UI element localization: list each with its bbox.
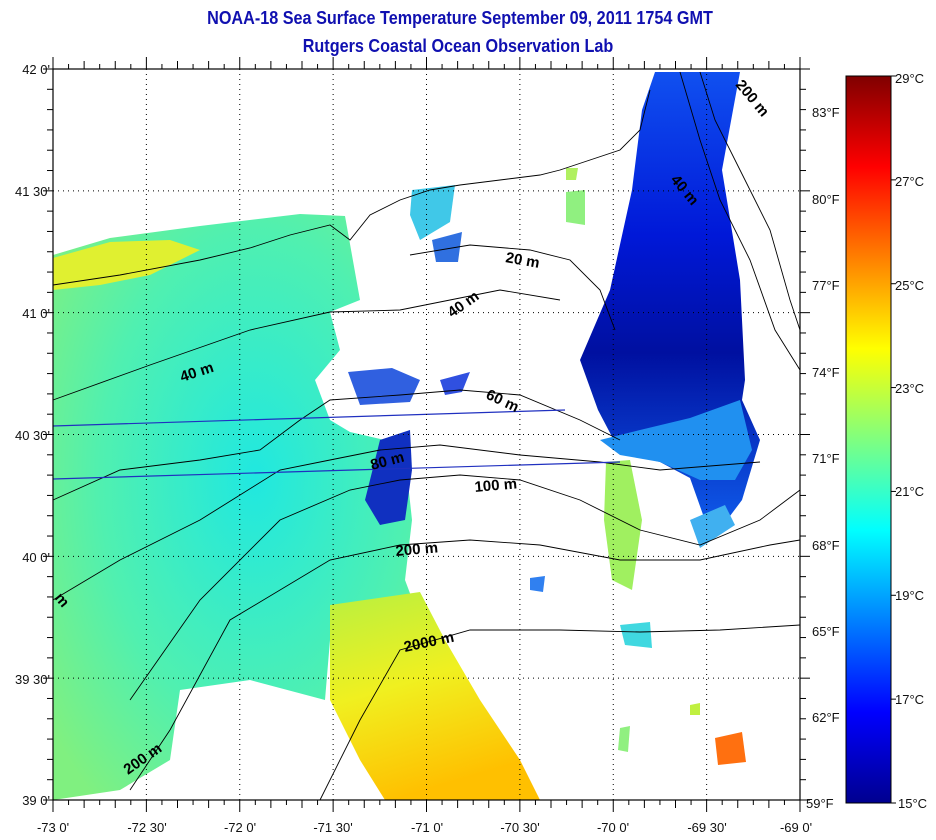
sst-patch-green1 [566, 190, 585, 225]
contour-shelf-east2 [679, 71, 801, 371]
lon-label: -72 30' [127, 820, 166, 835]
axis-ticks [43, 57, 896, 812]
sst-patch-sound2 [432, 232, 462, 262]
lat-label: 39 30' [15, 672, 50, 687]
f-label: 59°F [806, 796, 834, 811]
fahrenheit-labels: 83°F 80°F 77°F 74°F 71°F 68°F 65°F 62°F … [806, 105, 840, 811]
bathymetry-contours [52, 71, 801, 801]
c-label: 25°C [895, 278, 924, 293]
c-label: 27°C [895, 174, 924, 189]
contour-label: 40 m [445, 288, 483, 322]
contour-60m [52, 389, 621, 501]
longitude-labels: -73 0' -72 30' -72 0' -71 30' -71 0' -70… [37, 820, 812, 835]
lon-label: -69 30' [687, 820, 726, 835]
contour-80m [52, 444, 761, 601]
lon-label: -69 0' [780, 820, 812, 835]
lon-label: -71 30' [313, 820, 352, 835]
track-lines [52, 409, 621, 480]
c-label: 23°C [895, 381, 924, 396]
graticule [53, 69, 800, 800]
sst-patch-east-tail [690, 505, 735, 548]
sst-patch-small3 [690, 703, 700, 715]
contour-label: 100 m [474, 475, 518, 496]
lat-label: 42 0' [22, 62, 50, 77]
lon-label: -72 0' [224, 820, 256, 835]
lat-label: 40 30' [15, 428, 50, 443]
sst-patch-east-mid [600, 400, 752, 480]
celsius-labels: 29°C 27°C 25°C 23°C 21°C 19°C 17°C 15°C [895, 71, 927, 811]
f-label: 74°F [812, 365, 840, 380]
c-label: 17°C [895, 692, 924, 707]
lat-label: 40 0' [22, 550, 50, 565]
lon-label: -71 0' [411, 820, 443, 835]
sst-patch-small1 [620, 622, 652, 648]
sst-patch-mid-blue [348, 368, 420, 405]
contour-label: 200 m [395, 539, 439, 560]
coastline [52, 89, 651, 286]
f-label: 68°F [812, 538, 840, 553]
sst-patch-mid-blue2 [440, 372, 470, 395]
sst-field [53, 72, 760, 800]
sst-patch-west-shelf [53, 214, 420, 800]
contour-label: 200 m [732, 77, 772, 121]
lat-label: 41 30' [15, 184, 50, 199]
f-label: 80°F [812, 192, 840, 207]
track-line [52, 409, 566, 427]
f-label: 65°F [812, 624, 840, 639]
f-label: 71°F [812, 451, 840, 466]
c-label: 19°C [895, 588, 924, 603]
lon-label: -70 0' [597, 820, 629, 835]
sst-patch-east-strip [604, 460, 642, 590]
latitude-labels: 42 0' 41 30' 41 0' 40 30' 40 0' 39 30' 3… [15, 62, 50, 808]
sst-patch-south-warm [330, 592, 540, 800]
lat-label: 41 0' [22, 306, 50, 321]
sst-patch-small4 [530, 576, 545, 592]
sst-patch-green2 [566, 168, 578, 180]
track-line [52, 461, 621, 480]
sst-patch-blue-80m [365, 430, 412, 525]
sst-patch-sound [410, 185, 455, 240]
lat-label: 39 0' [22, 793, 50, 808]
sst-patch-orange [715, 732, 746, 765]
f-label: 77°F [812, 278, 840, 293]
contour-2000m [319, 624, 801, 801]
lon-label: -73 0' [37, 820, 69, 835]
map-subtitle: Rutgers Coastal Ocean Observation Lab [302, 36, 614, 56]
contour-label: 20 m [504, 249, 541, 272]
sst-patch-small2 [618, 726, 630, 752]
contour-shelf-east [699, 71, 801, 331]
contour-20m [409, 244, 616, 331]
lon-label: -70 30' [500, 820, 539, 835]
contour-200m [129, 539, 801, 791]
c-label: 21°C [895, 484, 924, 499]
map-title: NOAA-18 Sea Surface Temperature Septembe… [207, 8, 713, 28]
contour-100m [129, 474, 801, 701]
f-label: 83°F [812, 105, 840, 120]
colorbar [845, 75, 892, 804]
f-label: 62°F [812, 710, 840, 725]
c-label: 29°C [895, 71, 924, 86]
contour-40m [52, 289, 561, 401]
sst-patch-north-warm [53, 240, 200, 290]
c-label: 15°C [898, 796, 927, 811]
